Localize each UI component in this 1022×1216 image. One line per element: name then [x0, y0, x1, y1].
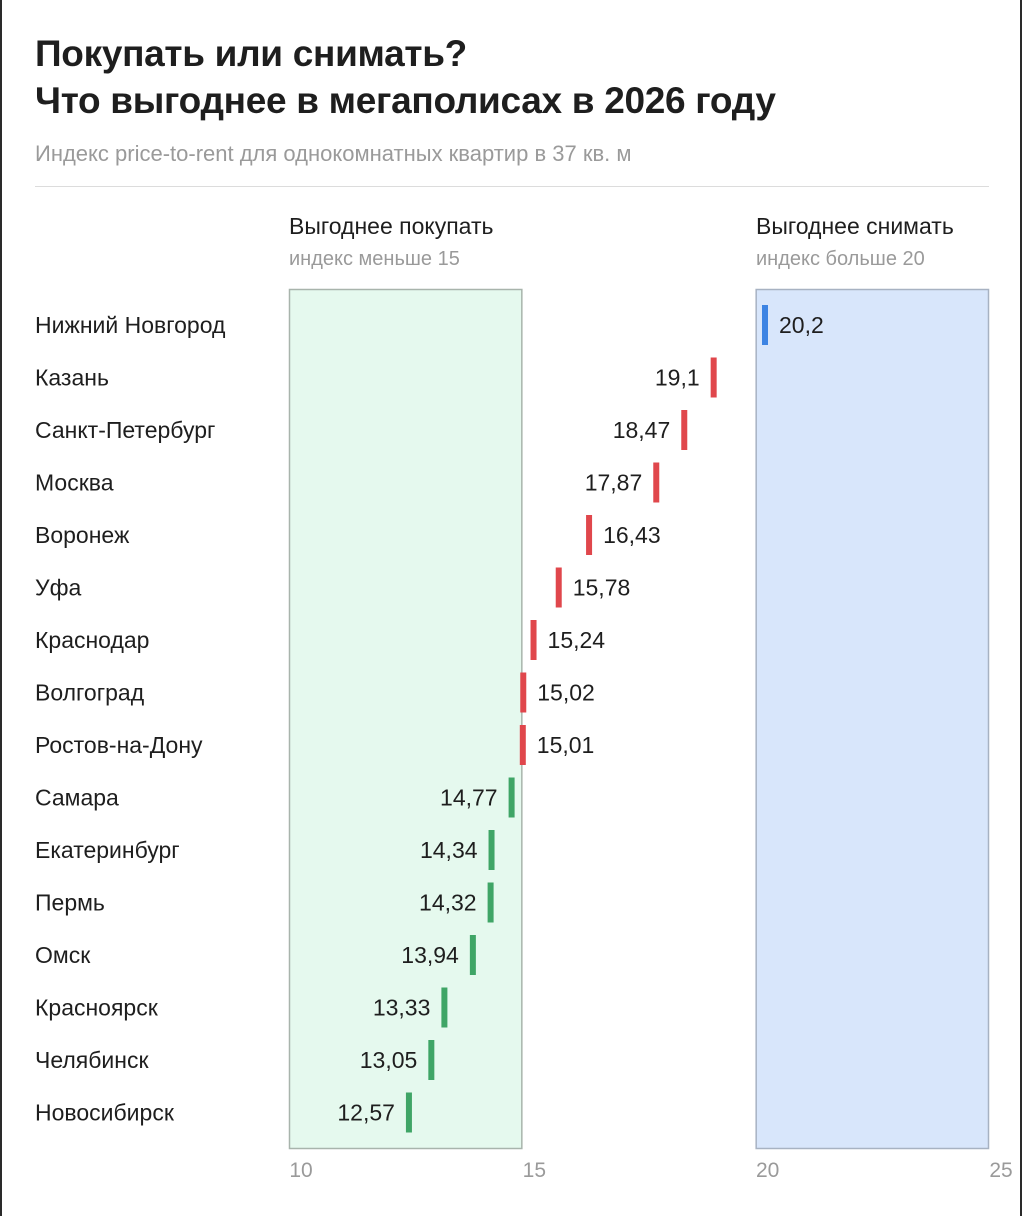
- city-label: Уфа: [35, 575, 82, 601]
- value-mark: [488, 830, 495, 870]
- value-mark: [508, 777, 515, 818]
- city-label: Москва: [35, 470, 114, 496]
- value-label: 12,57: [337, 1100, 395, 1126]
- value-label: 17,87: [585, 470, 643, 496]
- buy-zone-subtitle: индекс меньше 15: [289, 248, 460, 270]
- x-tick-label: 15: [523, 1159, 546, 1182]
- value-mark: [762, 305, 768, 345]
- value-label: 14,77: [440, 785, 498, 811]
- city-label: Воронеж: [35, 522, 130, 548]
- value-label: 20,2: [779, 312, 824, 338]
- rent-zone-subtitle: индекс больше 20: [756, 248, 925, 270]
- city-label: Самара: [35, 785, 119, 811]
- value-label: 14,34: [420, 837, 478, 863]
- value-mark: [555, 567, 562, 608]
- chart-title: Покупать или снимать? Что выгоднее в мег…: [35, 30, 776, 124]
- value-mark: [530, 620, 537, 660]
- right-border: [1020, 0, 1022, 1216]
- city-label: Пермь: [35, 890, 105, 916]
- value-mark: [405, 1092, 412, 1133]
- city-label: Екатеринбург: [35, 837, 180, 863]
- value-mark: [653, 462, 660, 503]
- chart-title-line-1: Покупать или снимать?: [35, 33, 467, 74]
- value-label: 15,01: [537, 732, 595, 758]
- value-label: 19,1: [655, 365, 700, 391]
- city-label: Казань: [35, 365, 109, 391]
- value-label: 18,47: [613, 417, 671, 443]
- value-label: 13,94: [401, 942, 459, 968]
- value-mark: [520, 672, 527, 713]
- value-mark: [681, 410, 688, 450]
- rent-zone-title: Выгоднее снимать: [756, 213, 954, 239]
- x-tick-label: 20: [756, 1159, 779, 1182]
- value-mark: [487, 882, 494, 923]
- city-label: Омск: [35, 942, 91, 968]
- value-label: 15,78: [573, 575, 631, 601]
- value-mark: [519, 725, 526, 765]
- value-mark: [710, 357, 717, 398]
- value-mark: [441, 987, 448, 1028]
- city-label: Нижний Новгород: [35, 312, 226, 338]
- buy-zone-title: Выгоднее покупать: [289, 213, 494, 239]
- left-border: [0, 0, 2, 1216]
- value-mark: [469, 935, 476, 975]
- header-divider: [35, 186, 989, 187]
- value-label: 16,43: [603, 522, 661, 548]
- chart-title-line-2: Что выгоднее в мегаполисах в 2026 году: [35, 80, 776, 121]
- city-label: Челябинск: [35, 1047, 149, 1073]
- chart-subtitle: Индекс price-to-rent для однокомнатных к…: [35, 141, 632, 166]
- value-mark: [428, 1040, 435, 1080]
- city-label: Ростов-на-Дону: [35, 732, 203, 758]
- x-tick-label: 25: [989, 1159, 1012, 1182]
- value-label: 13,05: [360, 1047, 418, 1073]
- value-label: 14,32: [419, 890, 477, 916]
- rent-zone-area: [755, 288, 990, 1150]
- buy-zone-area: [288, 288, 523, 1150]
- value-label: 13,33: [373, 995, 431, 1021]
- city-label: Санкт-Петербург: [35, 417, 215, 443]
- city-label: Краснодар: [35, 627, 149, 653]
- city-label: Красноярск: [35, 995, 159, 1021]
- city-label: Новосибирск: [35, 1100, 175, 1126]
- value-label: 15,02: [537, 680, 595, 706]
- value-mark: [586, 515, 593, 555]
- city-label: Волгоград: [35, 680, 145, 706]
- value-label: 15,24: [548, 627, 606, 653]
- x-tick-label: 10: [289, 1159, 312, 1182]
